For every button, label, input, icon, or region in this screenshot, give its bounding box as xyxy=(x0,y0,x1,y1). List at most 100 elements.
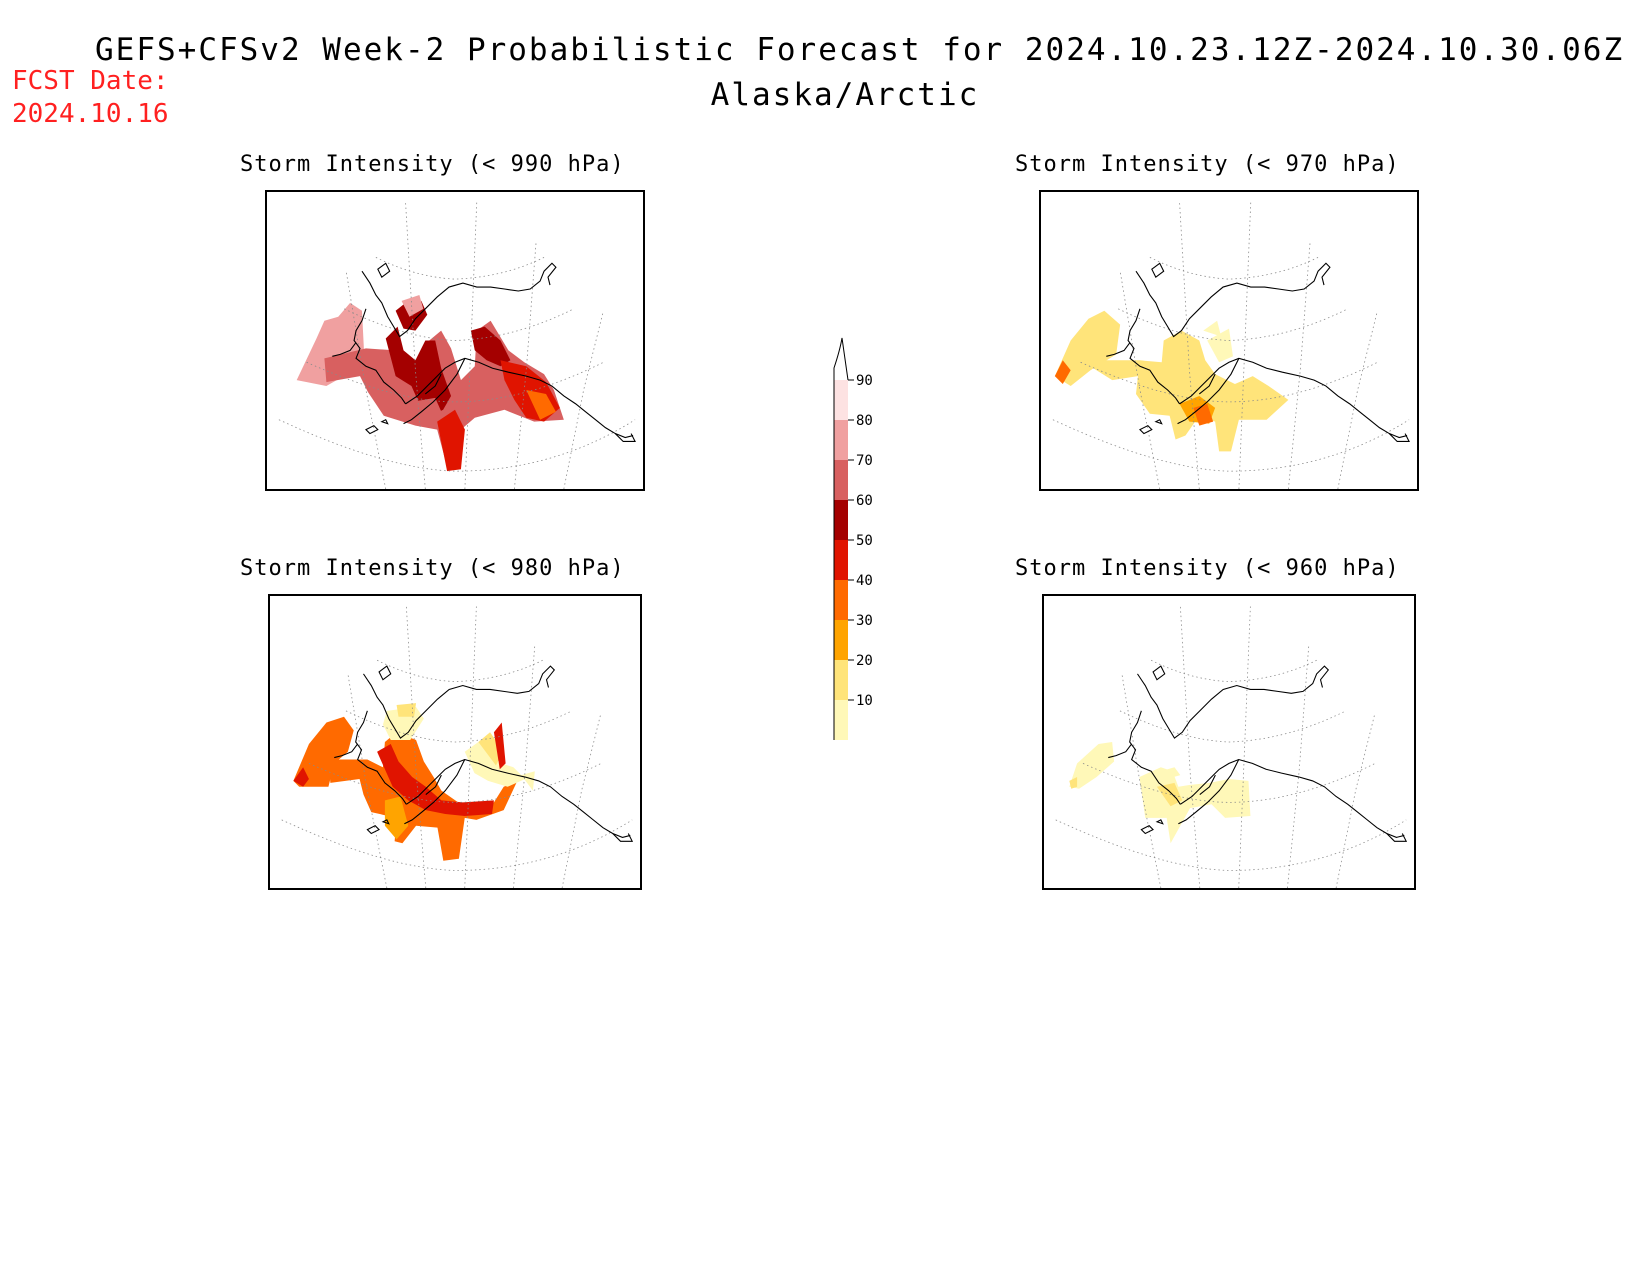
coastline xyxy=(1106,342,1131,357)
probability-area-10-20 xyxy=(521,771,535,791)
coastline xyxy=(353,308,406,405)
colorbar-bin-60-70 xyxy=(834,500,848,540)
coastline xyxy=(1137,665,1330,739)
coastline xyxy=(366,825,380,835)
coastline xyxy=(361,262,557,338)
colorbar-bin-10-20 xyxy=(834,700,848,740)
coastline xyxy=(403,358,466,425)
colorbar-tick-label: 10 xyxy=(856,693,873,709)
probability-area-50-60 xyxy=(493,722,506,770)
map-svg-960 xyxy=(1055,605,1408,888)
coastline xyxy=(378,665,392,681)
coastline xyxy=(1155,819,1164,825)
graticule-line xyxy=(281,819,633,871)
probability-area-80-90 xyxy=(401,294,424,317)
panel-title-990: Storm Intensity (< 990 hPa) xyxy=(240,152,625,177)
coastline xyxy=(404,759,466,825)
coastline xyxy=(1152,665,1166,681)
graticule-line xyxy=(1287,644,1310,888)
coastline xyxy=(406,758,631,838)
probability-area-40-50 xyxy=(293,716,354,787)
coastline xyxy=(1127,308,1180,405)
coastline xyxy=(377,262,391,278)
graticule-line xyxy=(1055,819,1407,871)
map-panel-980 xyxy=(268,594,642,890)
coastline xyxy=(1199,774,1216,795)
map-panel-970 xyxy=(1039,190,1419,491)
coastline xyxy=(1154,418,1163,425)
colorbar-bin-30-40 xyxy=(834,620,848,660)
map-svg-990 xyxy=(278,201,636,489)
graticule-line xyxy=(376,659,543,683)
colorbar-bin-50-60 xyxy=(834,540,848,580)
coastline xyxy=(1135,262,1331,338)
coastline xyxy=(1129,710,1181,805)
graticule-line xyxy=(1238,605,1251,888)
coastline xyxy=(1177,358,1240,425)
chart-subtitle: Alaska/Arctic xyxy=(710,77,980,113)
coastline xyxy=(332,342,357,357)
map-svg-980 xyxy=(281,605,634,888)
graticule-line xyxy=(1149,256,1319,280)
colorbar-tick-label: 20 xyxy=(856,653,873,669)
graticule-line xyxy=(1118,308,1348,341)
graticule-line xyxy=(1238,201,1252,489)
colorbar-tick-label: 70 xyxy=(856,453,873,469)
colorbar: 10 20 30 40 50 60 70 80 90 xyxy=(820,330,900,783)
probability-area-60-70 xyxy=(470,326,511,367)
graticule-line xyxy=(375,256,545,280)
colorbar-bin-80-90 xyxy=(834,420,848,460)
graticule-line xyxy=(1119,710,1347,743)
coastline xyxy=(381,819,390,825)
map-panel-960 xyxy=(1042,594,1416,890)
colorbar-svg: 10 20 30 40 50 60 70 80 90 xyxy=(833,337,873,783)
coastline xyxy=(1179,357,1408,439)
coastline xyxy=(1139,424,1153,435)
map-panel-990 xyxy=(265,190,645,491)
probability-area-10-20 xyxy=(464,742,526,787)
map-svg-970 xyxy=(1052,201,1410,489)
coastline xyxy=(1151,262,1165,278)
probability-area-70-80 xyxy=(411,397,444,422)
coastline xyxy=(1388,433,1410,443)
probability-area-10-20 xyxy=(1069,742,1115,789)
colorbar-tick-label: 60 xyxy=(856,493,873,509)
colorbar-bin-70-80 xyxy=(834,460,848,500)
probability-area-50-60 xyxy=(437,409,465,472)
graticule-line xyxy=(513,644,536,888)
panel-title-970: Storm Intensity (< 970 hPa) xyxy=(1015,152,1400,177)
graticule-line xyxy=(1052,419,1410,472)
coastline xyxy=(334,743,359,759)
probability-area-40-50 xyxy=(1054,360,1071,385)
colorbar-tick-label: 80 xyxy=(856,413,873,429)
panel-title-980: Storm Intensity (< 980 hPa) xyxy=(240,556,625,581)
probability-area-10-20 xyxy=(1203,320,1222,337)
colorbar-bin-90-100 xyxy=(834,380,848,420)
coastline xyxy=(380,418,389,425)
coastline xyxy=(1198,373,1216,395)
coastline xyxy=(1386,833,1408,842)
coastline xyxy=(612,833,634,842)
probability-area-30-40 xyxy=(384,796,409,840)
graticule-line xyxy=(344,308,574,341)
coastline xyxy=(425,774,442,795)
probability-area-20-30 xyxy=(396,703,417,717)
colorbar-bin-40-50 xyxy=(834,580,848,620)
coastline xyxy=(1178,759,1240,825)
colorbar-tick-label: 50 xyxy=(856,533,873,549)
graticule-line xyxy=(1179,605,1201,888)
colorbar-tick-label: 90 xyxy=(856,373,873,389)
coastline xyxy=(1140,825,1154,835)
colorbar-tick-label: 40 xyxy=(856,573,873,589)
coastline xyxy=(365,424,379,435)
probability-area-40-50 xyxy=(526,390,556,420)
chart-title: GEFS+CFSv2 Week-2 Probabilistic Forecast… xyxy=(95,32,1625,68)
coastline xyxy=(424,373,442,395)
probability-area-20-30 xyxy=(1054,310,1121,387)
coastline xyxy=(614,433,636,443)
coastline xyxy=(363,665,556,739)
panel-title-960: Storm Intensity (< 960 hPa) xyxy=(1015,556,1400,581)
coastline xyxy=(1180,758,1405,838)
colorbar-bin-20-30 xyxy=(834,660,848,700)
probability-area-20-30 xyxy=(478,732,504,766)
